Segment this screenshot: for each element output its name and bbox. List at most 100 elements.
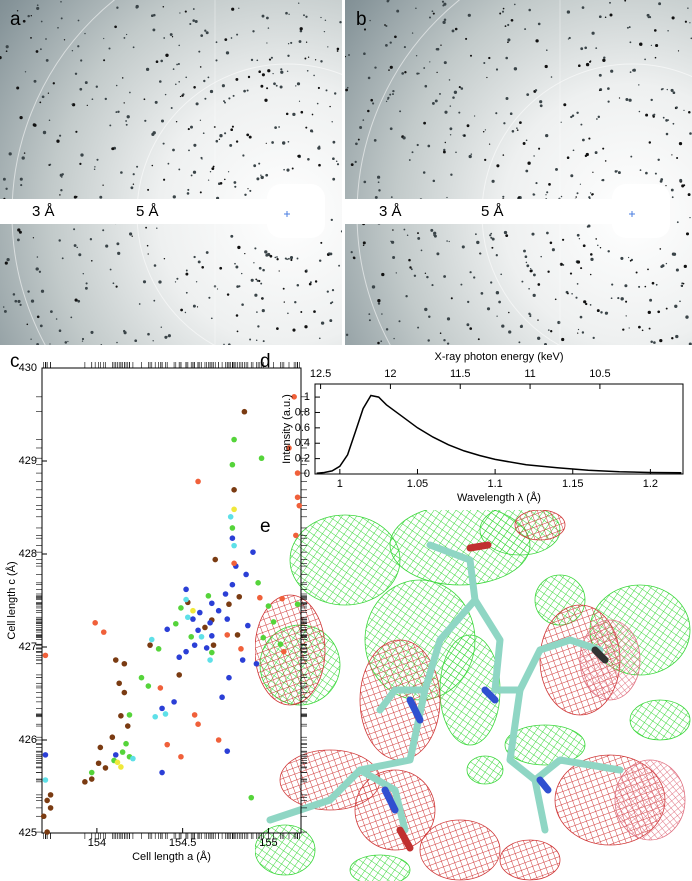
y-tick-label: 427: [19, 641, 37, 653]
x2-tick-label: 12.5: [310, 368, 331, 380]
spot: [236, 33, 239, 36]
point: [291, 394, 297, 400]
spot: [190, 174, 193, 177]
spot: [537, 336, 541, 340]
spot: [655, 283, 658, 286]
spot: [435, 48, 439, 51]
spot: [495, 68, 499, 71]
spot: [671, 16, 675, 20]
spot: [528, 312, 531, 316]
point: [114, 759, 121, 766]
spot: [176, 63, 178, 66]
spot: [639, 169, 642, 171]
spot: [90, 259, 93, 262]
spot: [576, 283, 579, 285]
spot: [86, 104, 88, 107]
ring-label: 3 Å: [379, 203, 402, 220]
spot: [175, 120, 178, 123]
spot: [598, 73, 602, 77]
point: [245, 622, 251, 629]
spot: [223, 100, 225, 103]
spot: [204, 29, 207, 32]
point: [171, 699, 177, 705]
spot: [40, 289, 45, 293]
spot: [332, 177, 336, 181]
spot: [213, 126, 216, 128]
point: [119, 749, 126, 755]
spot: [309, 281, 312, 284]
spot: [433, 231, 437, 235]
spot: [592, 171, 594, 173]
spot: [116, 341, 118, 344]
y-tick-label: 0.8: [295, 406, 310, 418]
spot: [591, 193, 594, 196]
spot: [629, 259, 632, 262]
spot: [130, 186, 134, 190]
point: [176, 672, 183, 678]
point: [164, 626, 171, 633]
plot-frame: [41, 367, 302, 834]
spot: [604, 311, 608, 315]
spot: [283, 168, 285, 171]
spot: [4, 261, 8, 265]
spot: [114, 25, 117, 29]
spot: [362, 119, 365, 121]
spot: [329, 302, 333, 305]
spot: [47, 92, 50, 94]
spot: [389, 93, 392, 96]
point: [121, 689, 128, 696]
spot: [607, 250, 610, 253]
spot: [678, 141, 683, 146]
point: [102, 765, 109, 771]
spot: [585, 302, 588, 306]
point: [88, 769, 95, 776]
spot: [50, 310, 53, 313]
spot: [77, 19, 80, 22]
spot: [252, 30, 255, 33]
spot: [561, 238, 565, 241]
spot: [207, 179, 210, 181]
spot: [665, 119, 668, 122]
point: [294, 470, 301, 476]
spot: [30, 299, 35, 303]
spot: [260, 175, 264, 180]
spot: [659, 248, 662, 250]
spot: [247, 188, 249, 190]
spot: [430, 228, 434, 232]
spot: [323, 30, 326, 33]
spot: [187, 128, 190, 131]
spot: [163, 178, 166, 181]
point: [42, 777, 49, 783]
spot: [650, 98, 653, 102]
spot: [329, 105, 331, 108]
spot: [442, 150, 446, 154]
spot: [260, 282, 263, 285]
spot: [115, 111, 118, 114]
spot: [352, 256, 356, 259]
spot: [451, 29, 455, 33]
spot: [511, 130, 515, 133]
spot: [335, 160, 338, 163]
spot: [265, 253, 269, 257]
spot: [256, 311, 258, 313]
spot: [76, 246, 78, 249]
spot: [23, 152, 26, 154]
spot: [207, 76, 210, 79]
spot: [665, 132, 669, 136]
spot: [367, 76, 371, 80]
spot: [368, 313, 371, 315]
spot: [610, 297, 613, 300]
spot: [645, 113, 649, 117]
spot: [439, 332, 442, 334]
y-tick-label: 0.4: [295, 437, 310, 449]
spot: [345, 88, 348, 92]
spot: [241, 272, 243, 275]
spot: [58, 329, 62, 332]
spot: [462, 134, 464, 136]
spot: [18, 230, 22, 234]
spot: [232, 94, 235, 97]
bond: [356, 766, 409, 834]
spot: [495, 112, 498, 115]
spot: [320, 16, 322, 19]
spot: [223, 343, 225, 345]
